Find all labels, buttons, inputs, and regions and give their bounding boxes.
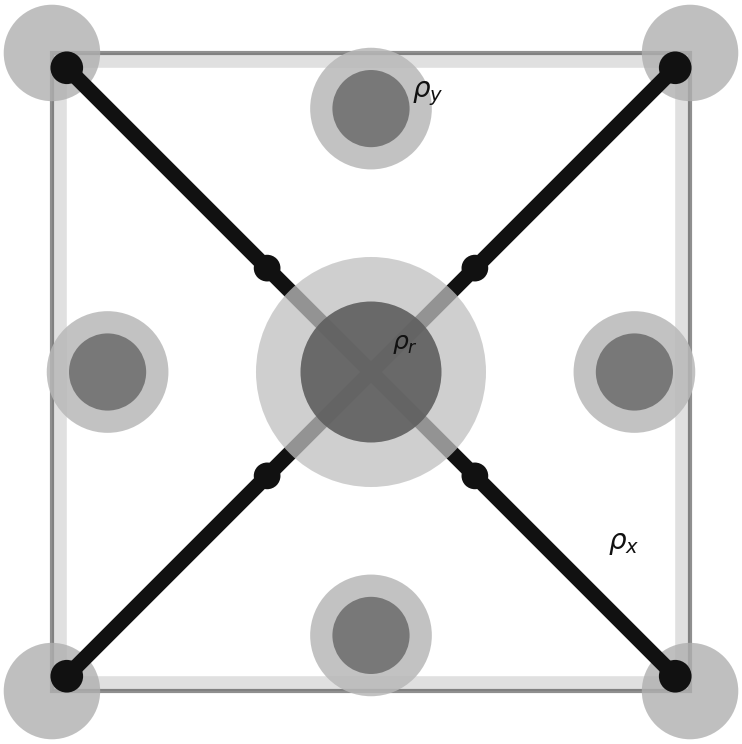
Circle shape — [254, 254, 280, 281]
Text: $\rho_r$: $\rho_r$ — [392, 332, 418, 356]
Circle shape — [301, 301, 441, 443]
Circle shape — [4, 4, 100, 101]
Circle shape — [310, 48, 432, 170]
Circle shape — [642, 643, 738, 740]
Circle shape — [462, 254, 488, 281]
Circle shape — [50, 51, 83, 84]
Circle shape — [659, 51, 692, 84]
Circle shape — [462, 463, 488, 490]
Circle shape — [4, 643, 100, 740]
Circle shape — [69, 333, 146, 411]
Circle shape — [254, 463, 280, 490]
Circle shape — [47, 311, 168, 433]
Bar — [52, 53, 690, 691]
Polygon shape — [67, 372, 675, 676]
Circle shape — [256, 257, 486, 487]
Circle shape — [332, 70, 410, 147]
Circle shape — [642, 4, 738, 101]
Polygon shape — [371, 68, 675, 676]
Polygon shape — [67, 68, 675, 372]
Circle shape — [659, 660, 692, 693]
Circle shape — [596, 333, 673, 411]
Text: $\rho_x$: $\rho_x$ — [608, 529, 640, 557]
Circle shape — [50, 660, 83, 693]
Text: $\rho_y$: $\rho_y$ — [412, 80, 443, 108]
Circle shape — [310, 574, 432, 696]
Circle shape — [574, 311, 695, 433]
Circle shape — [332, 597, 410, 674]
Polygon shape — [67, 68, 371, 676]
